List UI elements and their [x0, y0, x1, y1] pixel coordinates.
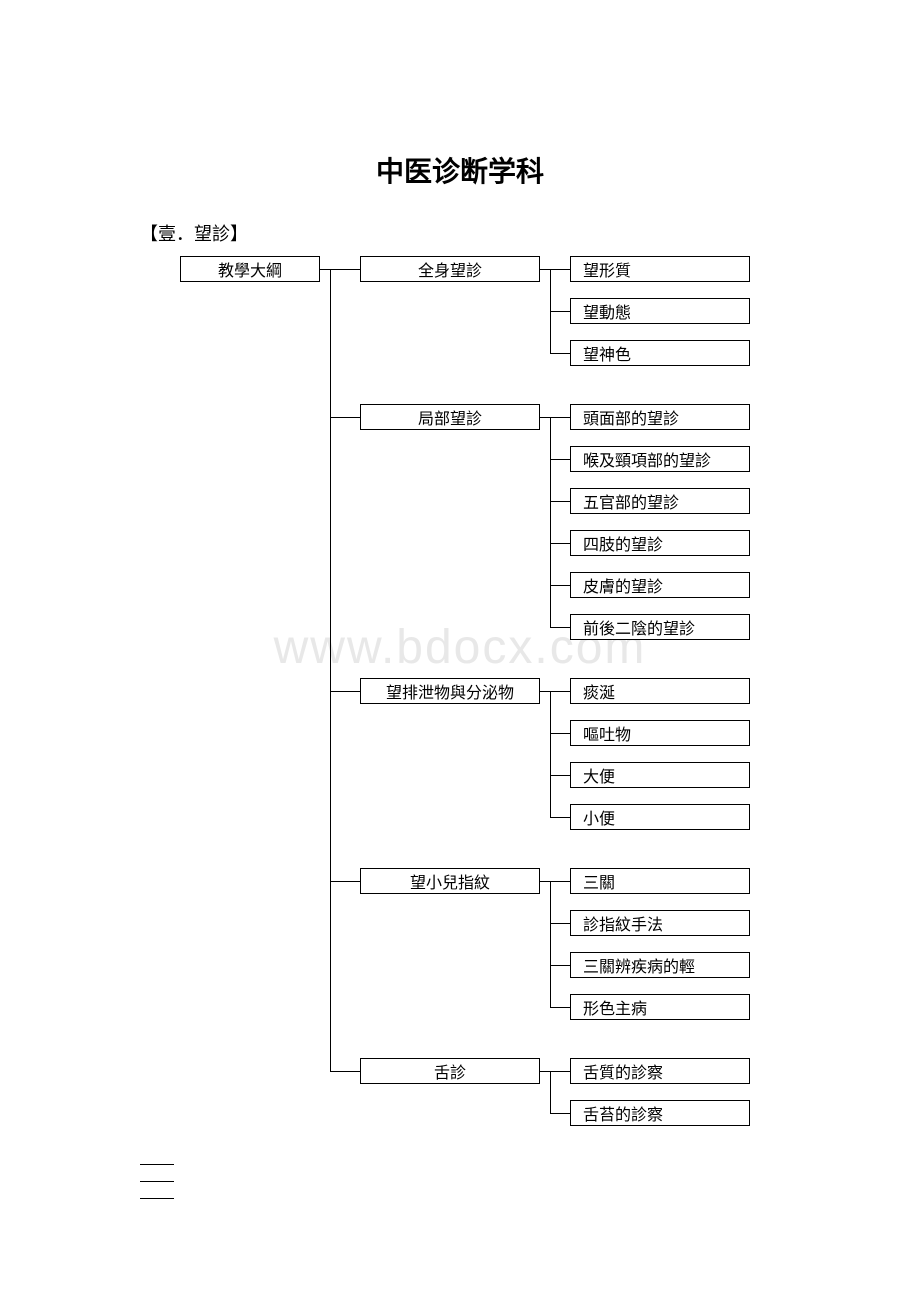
- tree-leaf-node: 望形質: [570, 256, 750, 282]
- connector-line: [540, 269, 550, 270]
- connector-line: [550, 1007, 570, 1008]
- footer-line: [140, 1181, 174, 1182]
- connector-line: [550, 881, 570, 882]
- connector-line: [550, 965, 570, 966]
- connector-line: [550, 733, 570, 734]
- tree-leaf-node: 形色主病: [570, 994, 750, 1020]
- footer-decorative-lines: [140, 1164, 174, 1215]
- connector-line: [550, 417, 551, 627]
- connector-line: [550, 417, 570, 418]
- connector-line: [550, 627, 570, 628]
- connector-line: [550, 1113, 570, 1114]
- tree-branch-node: 望排泄物與分泌物: [360, 678, 540, 704]
- tree-leaf-node: 舌苔的診察: [570, 1100, 750, 1126]
- connector-line: [550, 775, 570, 776]
- tree-leaf-node: 三關辨疾病的輕: [570, 952, 750, 978]
- connector-line: [330, 269, 360, 270]
- tree-leaf-node: 痰涎: [570, 678, 750, 704]
- tree-branch-node: 望小兒指紋: [360, 868, 540, 894]
- tree-root-node: 教學大綱: [180, 256, 320, 282]
- connector-line: [330, 881, 360, 882]
- connector-line: [320, 269, 330, 270]
- connector-line: [540, 881, 550, 882]
- tree-leaf-node: 五官部的望診: [570, 488, 750, 514]
- connector-line: [330, 1071, 360, 1072]
- tree-leaf-node: 四肢的望診: [570, 530, 750, 556]
- connector-line: [550, 1071, 570, 1072]
- tree-leaf-node: 頭面部的望診: [570, 404, 750, 430]
- tree-leaf-node: 舌質的診察: [570, 1058, 750, 1084]
- tree-leaf-node: 前後二陰的望診: [570, 614, 750, 640]
- connector-line: [550, 459, 570, 460]
- tree-leaf-node: 大便: [570, 762, 750, 788]
- tree-leaf-node: 三關: [570, 868, 750, 894]
- connector-line: [330, 417, 360, 418]
- connector-line: [550, 923, 570, 924]
- connector-line: [550, 881, 551, 1007]
- connector-line: [540, 417, 550, 418]
- connector-line: [550, 269, 570, 270]
- tree-branch-node: 局部望診: [360, 404, 540, 430]
- page-title: 中医诊断学科: [0, 0, 920, 220]
- tree-leaf-node: 皮膚的望診: [570, 572, 750, 598]
- tree-leaf-node: 嘔吐物: [570, 720, 750, 746]
- connector-line: [540, 691, 550, 692]
- tree-leaf-node: 望動態: [570, 298, 750, 324]
- footer-line: [140, 1164, 174, 1165]
- connector-line: [550, 543, 570, 544]
- tree-branch-node: 全身望診: [360, 256, 540, 282]
- main-content: 中医诊断学科 【壹．望診】 教學大綱全身望診望形質望動態望神色局部望診頭面部的望…: [0, 0, 920, 256]
- connector-line: [550, 1071, 551, 1113]
- connector-line: [550, 691, 570, 692]
- tree-leaf-node: 望神色: [570, 340, 750, 366]
- connector-line: [550, 353, 570, 354]
- tree-leaf-node: 診指紋手法: [570, 910, 750, 936]
- connector-line: [550, 585, 570, 586]
- tree-leaf-node: 小便: [570, 804, 750, 830]
- connector-line: [550, 817, 570, 818]
- connector-line: [330, 269, 331, 1071]
- connector-line: [330, 691, 360, 692]
- connector-line: [540, 1071, 550, 1072]
- section-header: 【壹．望診】: [0, 220, 920, 256]
- footer-line: [140, 1198, 174, 1199]
- tree-branch-node: 舌診: [360, 1058, 540, 1084]
- connector-line: [550, 501, 570, 502]
- connector-line: [550, 691, 551, 817]
- tree-leaf-node: 喉及頸項部的望診: [570, 446, 750, 472]
- connector-line: [550, 311, 570, 312]
